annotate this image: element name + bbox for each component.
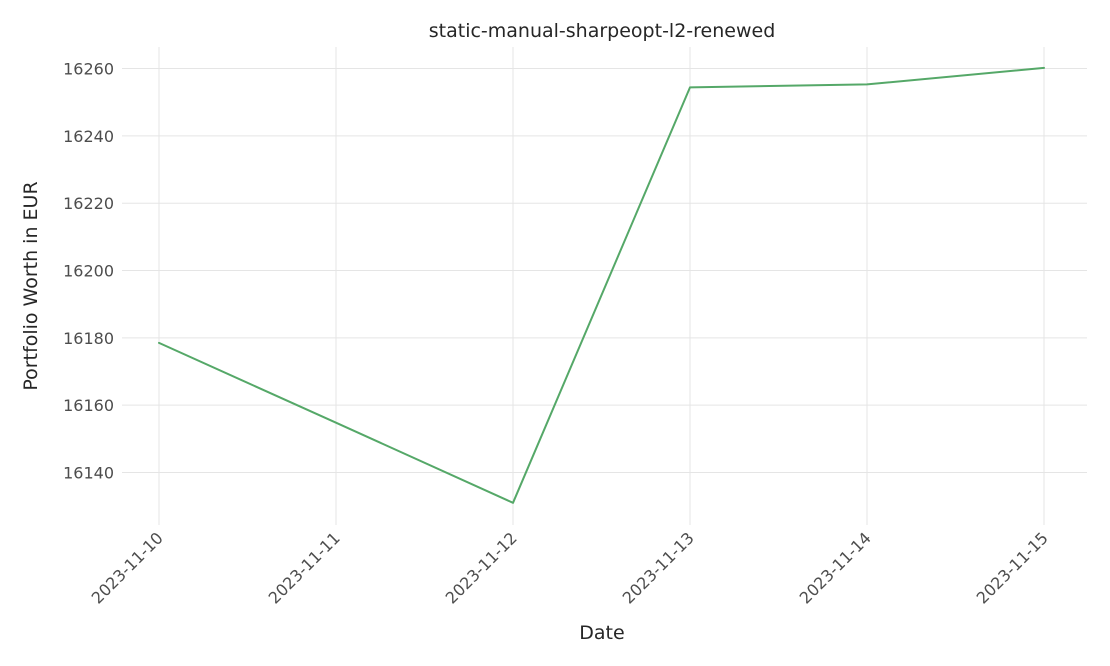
grid — [122, 47, 1087, 525]
x-tick-label: 2023-11-15 — [973, 528, 1052, 607]
y-tick-label: 16220 — [63, 194, 114, 213]
y-tick-label: 16140 — [63, 463, 114, 482]
y-tick-label: 16240 — [63, 127, 114, 146]
series-layer — [158, 66, 1045, 504]
y-tick-label: 16160 — [63, 396, 114, 415]
y-tick-label: 16180 — [63, 329, 114, 348]
x-axis-ticks: 2023-11-10 2023-11-11 2023-11-12 2023-11-13… — [88, 528, 1052, 607]
x-tick-label: 2023-11-14 — [796, 528, 875, 607]
x-tick-label: 2023-11-12 — [442, 528, 521, 607]
y-tick-label: 16200 — [63, 262, 114, 281]
x-tick-label: 2023-11-10 — [88, 528, 167, 607]
y-axis-title: Portfolio Worth in EUR — [20, 181, 42, 390]
chart-title: static-manual-sharpeopt-l2-renewed — [429, 20, 776, 42]
series-line — [158, 66, 1045, 504]
y-axis-ticks: 16140 16160 16180 16200 16220 16240 16260 — [63, 60, 114, 483]
x-tick-label: 2023-11-11 — [265, 528, 344, 607]
x-tick-label: 2023-11-13 — [619, 528, 698, 607]
y-tick-label: 16260 — [63, 60, 114, 79]
x-axis-title: Date — [579, 622, 624, 644]
